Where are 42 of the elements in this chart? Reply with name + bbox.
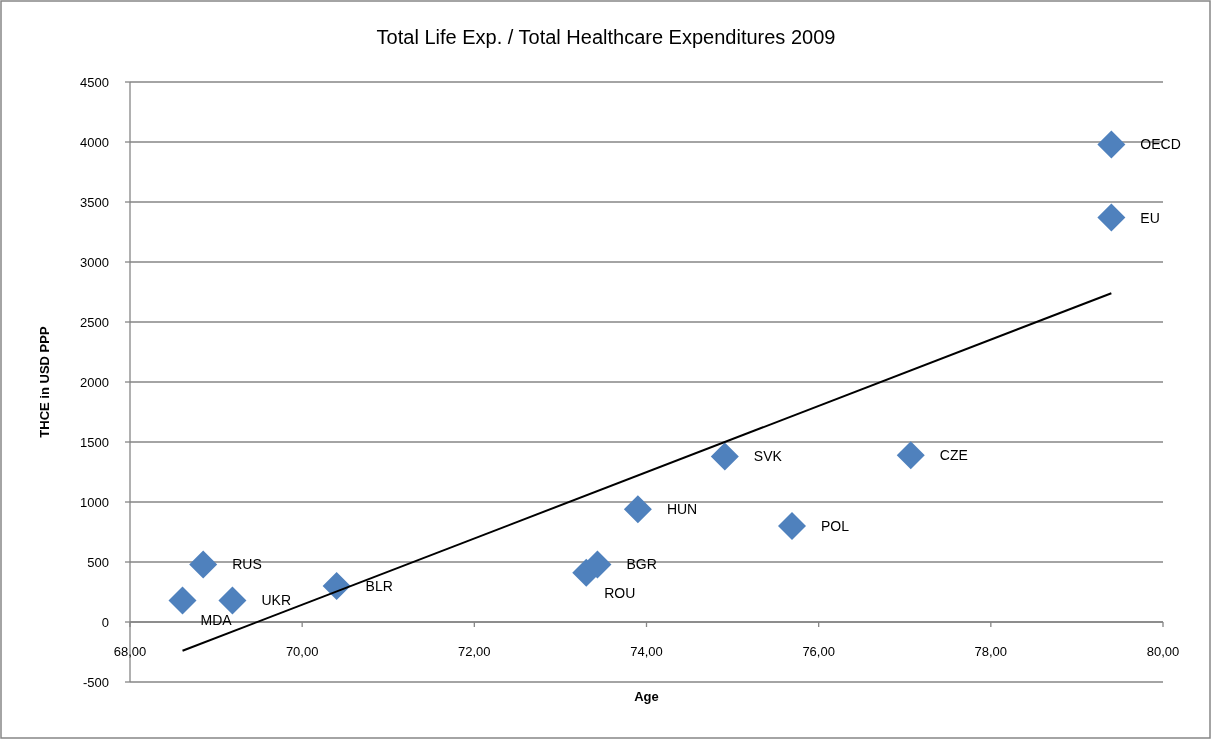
- x-tick-label: 70,00: [285, 644, 319, 659]
- point: [896, 441, 925, 470]
- x-tick-label: 76,00: [802, 644, 835, 659]
- annotation: BLR: [365, 577, 393, 594]
- y-tick-label: 2000: [80, 374, 109, 390]
- y-tick-label: 3500: [80, 194, 109, 210]
- annotation: POL: [820, 517, 850, 534]
- annotation: UKR: [261, 592, 291, 609]
- x-axis-title: Age: [634, 689, 659, 704]
- point: [1097, 130, 1126, 159]
- y-tick-label: 500: [87, 554, 109, 570]
- y-tick-label: 3000: [80, 254, 109, 270]
- y-tick-label: 4000: [80, 134, 109, 150]
- annotation: SVK: [753, 448, 783, 465]
- annotation: RUS: [232, 556, 262, 573]
- x-tick-label: 74,00: [630, 644, 663, 659]
- point: [623, 495, 652, 524]
- y-tick-label: 4500: [80, 74, 109, 90]
- x-tick-label: 72,00: [458, 644, 491, 659]
- x-tick-label: 68,00: [113, 644, 147, 659]
- annotation: OECD: [1140, 136, 1181, 153]
- y-tick-label: -500: [82, 674, 109, 690]
- annotation: MDA: [200, 612, 233, 629]
- point: [710, 442, 739, 471]
- x-tick-label: 78,00: [974, 644, 1008, 659]
- chart-title: Total Life Exp. / Total Healthcare Expenditures 2009: [376, 26, 836, 48]
- y-axis-title: THCE in USD PPP: [37, 326, 52, 438]
- point: [189, 550, 218, 579]
- y-tick-label: 1500: [80, 434, 109, 450]
- point: [218, 586, 247, 615]
- point: [777, 512, 806, 540]
- point: [168, 586, 197, 615]
- annotation: BGR: [626, 556, 657, 573]
- point: [1097, 203, 1126, 232]
- x-tick-label: 80,00: [1146, 644, 1180, 659]
- annotation: HUN: [666, 501, 698, 518]
- y-tick-label: 2500: [80, 314, 109, 330]
- annotation: CZE: [939, 447, 968, 464]
- y-tick-label: 0: [101, 614, 109, 630]
- annotation: ROU: [604, 584, 636, 601]
- y-tick-label: 1000: [80, 494, 109, 510]
- annotation: EU: [1140, 209, 1160, 226]
